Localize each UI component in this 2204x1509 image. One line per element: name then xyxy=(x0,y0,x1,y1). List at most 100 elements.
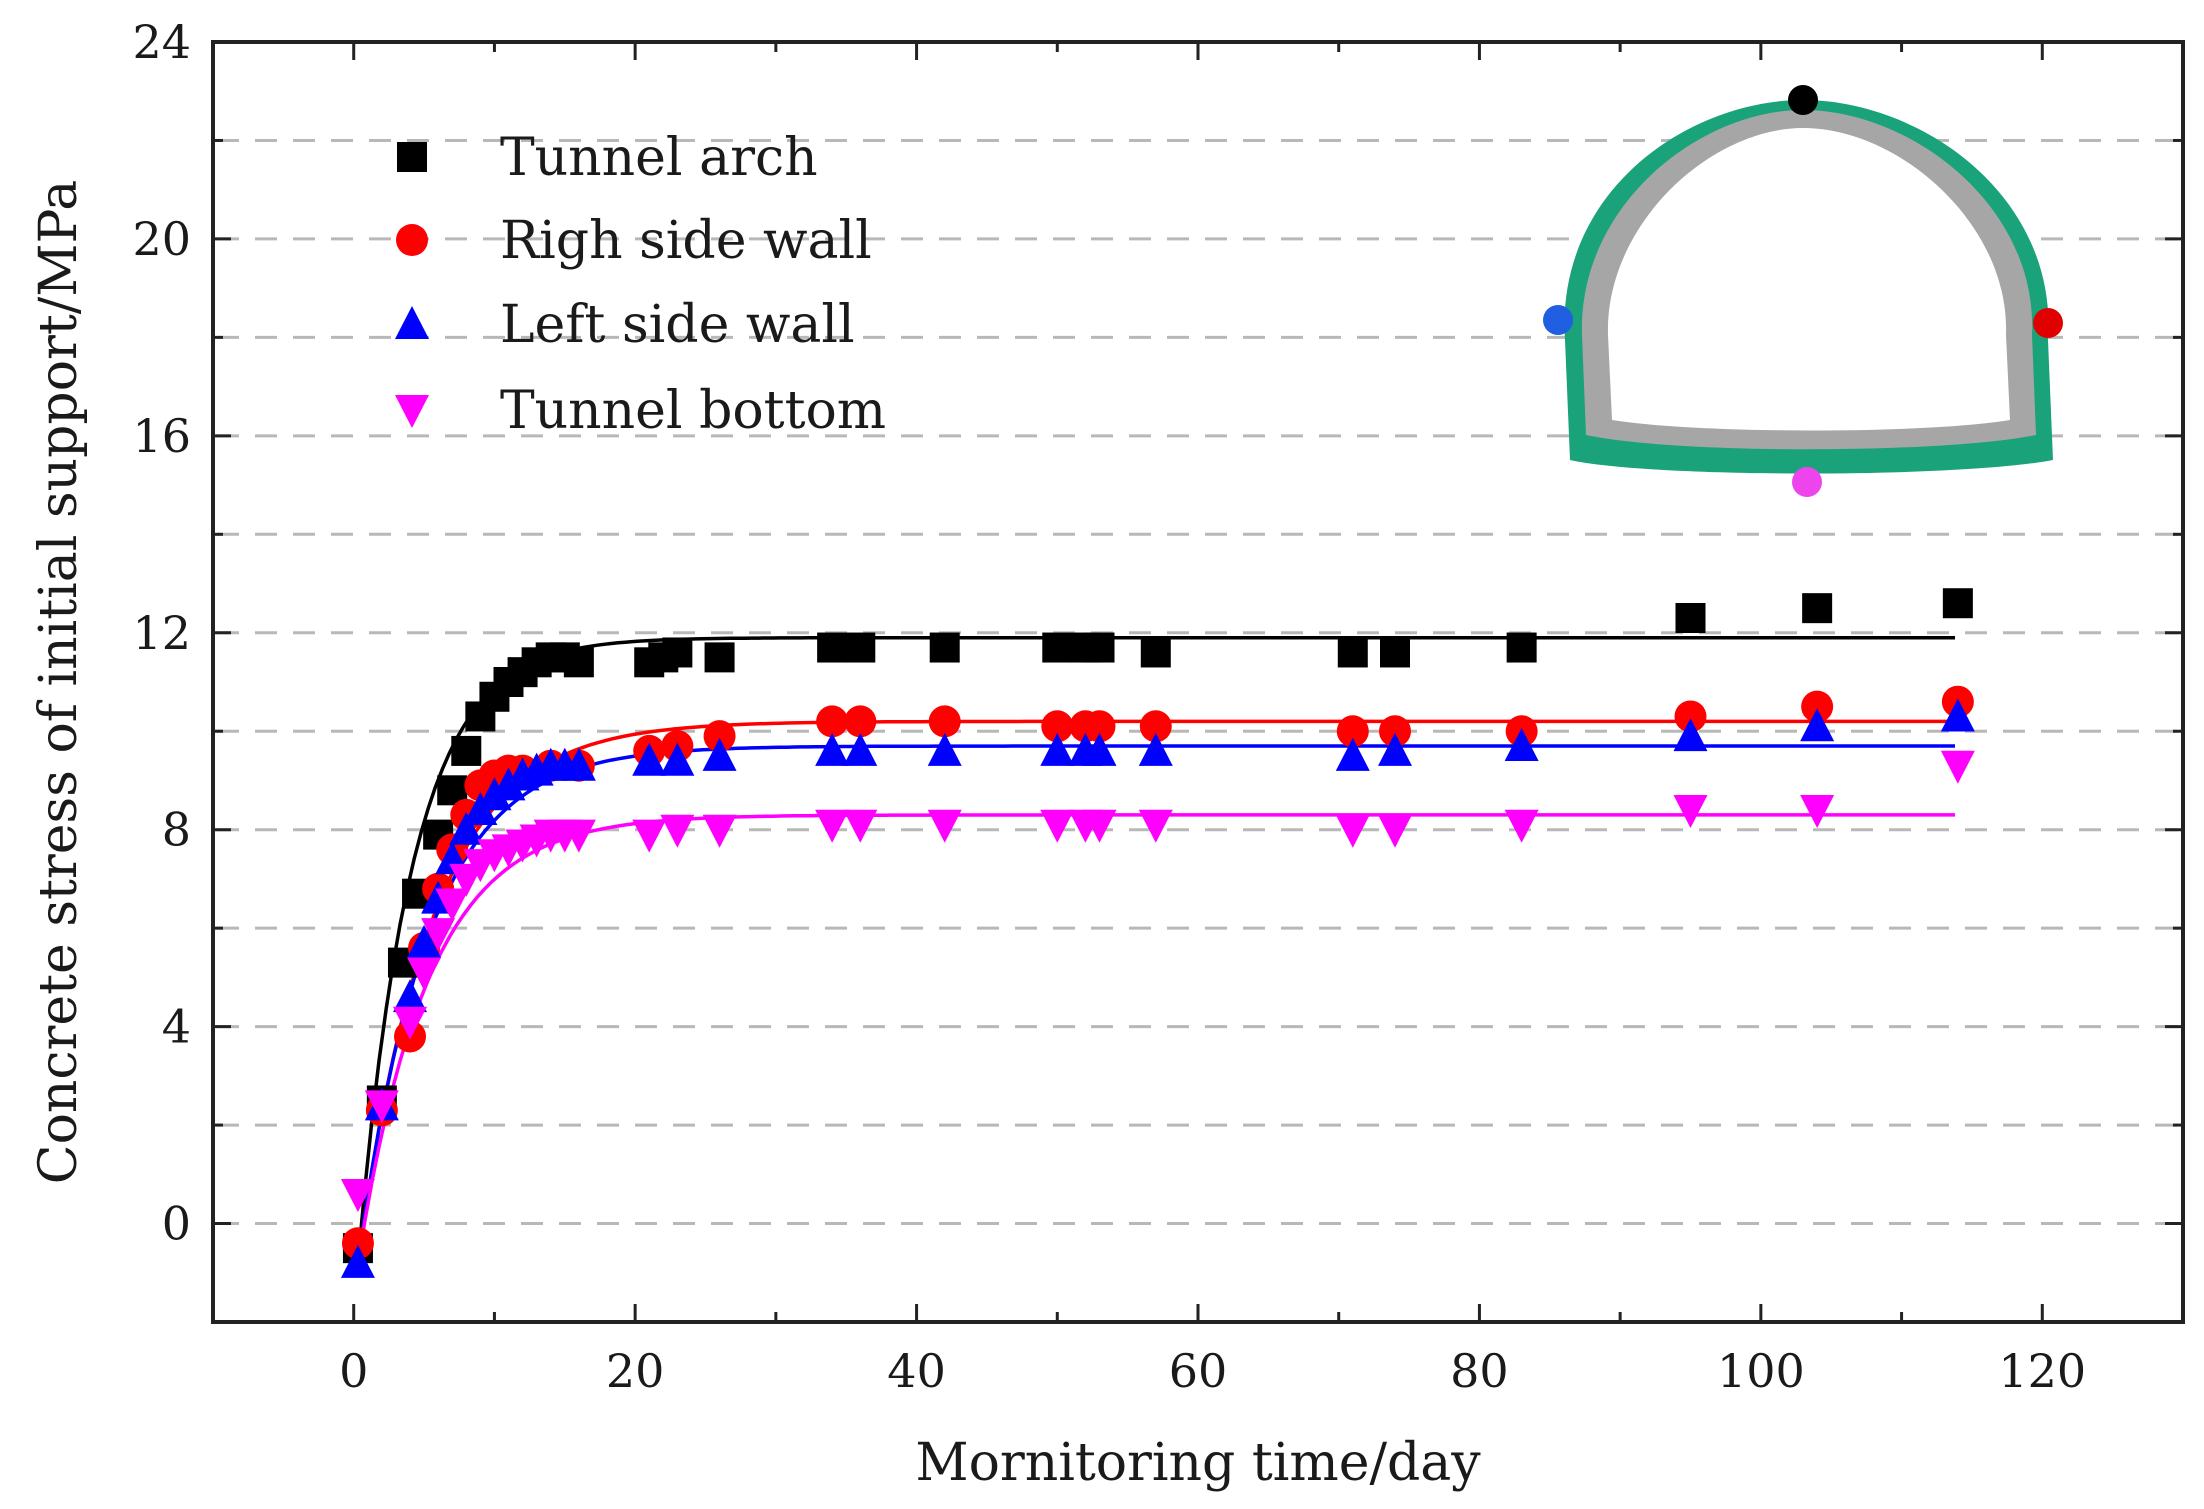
tunnel-cross-section-inset xyxy=(1543,85,2063,497)
data-point xyxy=(704,642,735,673)
data-point xyxy=(340,1244,375,1278)
legend-symbol xyxy=(396,224,428,256)
series-tunnel-bottom xyxy=(340,750,1975,1212)
data-point xyxy=(449,811,484,845)
data-point xyxy=(815,809,850,843)
legend-label-tunnel-arch: Tunnel arch xyxy=(500,128,818,188)
data-point xyxy=(702,737,737,771)
x-axis-title: Mornitoring time/day xyxy=(915,1433,1481,1493)
data-point xyxy=(1082,809,1117,843)
data-markers xyxy=(340,588,1975,1278)
legend-symbol xyxy=(395,306,429,339)
data-point xyxy=(1378,732,1412,766)
legend-item-tunnel-arch: Tunnel arch xyxy=(397,128,818,188)
y-tick-label: 12 xyxy=(132,606,191,660)
data-point xyxy=(407,924,442,958)
y-tick-label: 16 xyxy=(132,409,191,463)
data-point xyxy=(1504,728,1539,761)
legend-item-righ-side-wall: Righ side wall xyxy=(396,211,872,271)
data-point xyxy=(662,637,693,668)
data-point xyxy=(1504,809,1539,843)
data-point xyxy=(1083,710,1116,743)
data-point xyxy=(1378,814,1412,848)
data-point xyxy=(563,647,594,678)
data-point xyxy=(1801,690,1834,723)
data-point xyxy=(1942,588,1973,619)
legend-marker-left-side-wall xyxy=(395,306,429,339)
data-point xyxy=(660,742,695,776)
data-point xyxy=(632,819,667,853)
data-point xyxy=(929,632,960,663)
axis-ticks: 0 4 8 12 16 20 24 0 20 40 60 80 100 120 xyxy=(132,15,2185,1398)
data-point xyxy=(843,732,878,766)
data-point xyxy=(1138,809,1173,843)
data-point xyxy=(845,632,876,663)
x-tick-label: 60 xyxy=(1169,1344,1228,1398)
data-point xyxy=(1800,708,1835,742)
y-tick-label: 0 xyxy=(162,1197,191,1251)
inset-point-right-side-wall xyxy=(2033,308,2063,338)
data-point xyxy=(632,742,667,776)
legend-item-tunnel-bottom: Tunnel bottom xyxy=(395,381,886,441)
data-point xyxy=(364,1090,399,1124)
inset-point-tunnel-arch xyxy=(1788,85,1818,115)
data-point xyxy=(1940,698,1975,732)
data-point xyxy=(435,888,470,922)
data-point xyxy=(1800,795,1835,828)
data-point xyxy=(491,767,526,801)
legend-symbol xyxy=(397,142,427,172)
data-point xyxy=(927,732,962,766)
x-tick-label: 120 xyxy=(1998,1344,2086,1398)
data-point xyxy=(393,979,427,1013)
legend-label-left-side-wall: Left side wall xyxy=(500,295,855,355)
data-point xyxy=(843,809,878,843)
inset-point-left-side-wall xyxy=(1543,305,1573,335)
data-point xyxy=(1337,637,1368,668)
legend-label-tunnel-bottom: Tunnel bottom xyxy=(500,381,886,441)
data-point xyxy=(451,735,482,766)
legend-marker-tunnel-arch xyxy=(397,142,427,172)
data-point xyxy=(1673,718,1708,752)
data-point xyxy=(1040,809,1075,843)
data-point xyxy=(1042,632,1073,663)
x-tick-label: 20 xyxy=(606,1344,665,1398)
data-point xyxy=(1675,603,1706,633)
legend-marker-righ-side-wall xyxy=(396,224,428,256)
data-point xyxy=(844,705,877,738)
data-point xyxy=(1335,737,1370,771)
data-point xyxy=(1041,710,1074,743)
x-tick-label: 100 xyxy=(1717,1344,1805,1398)
data-point xyxy=(1674,700,1707,733)
data-point xyxy=(1082,732,1117,766)
data-point xyxy=(393,1006,427,1040)
data-point xyxy=(1138,732,1173,766)
data-point xyxy=(1139,710,1172,743)
y-tick-label: 24 xyxy=(132,15,191,69)
data-point xyxy=(561,747,596,781)
legend: Tunnel arch Righ side wall Left side wal… xyxy=(395,128,886,441)
x-tick-label: 0 xyxy=(339,1344,368,1398)
data-point xyxy=(815,732,850,766)
data-point xyxy=(817,632,848,663)
legend-symbol xyxy=(395,395,429,428)
series-righ-side-wall xyxy=(341,685,1974,1260)
data-point xyxy=(477,777,512,811)
data-point xyxy=(1335,814,1370,848)
data-point xyxy=(1802,593,1833,624)
data-point xyxy=(927,809,962,843)
x-tick-label: 80 xyxy=(1450,1344,1509,1398)
data-point xyxy=(1140,637,1171,668)
data-point xyxy=(1506,632,1537,663)
data-point xyxy=(1940,750,1975,784)
data-point xyxy=(928,705,961,738)
inset-point-tunnel-bottom xyxy=(1792,467,1822,497)
tunnel-opening xyxy=(1607,128,2010,431)
data-point xyxy=(1379,715,1411,748)
y-tick-label: 4 xyxy=(162,1000,191,1054)
data-point xyxy=(1084,632,1115,663)
data-point xyxy=(421,918,456,952)
y-tick-label: 20 xyxy=(132,212,191,266)
legend-item-left-side-wall: Left side wall xyxy=(395,295,855,355)
data-point xyxy=(1380,637,1410,668)
